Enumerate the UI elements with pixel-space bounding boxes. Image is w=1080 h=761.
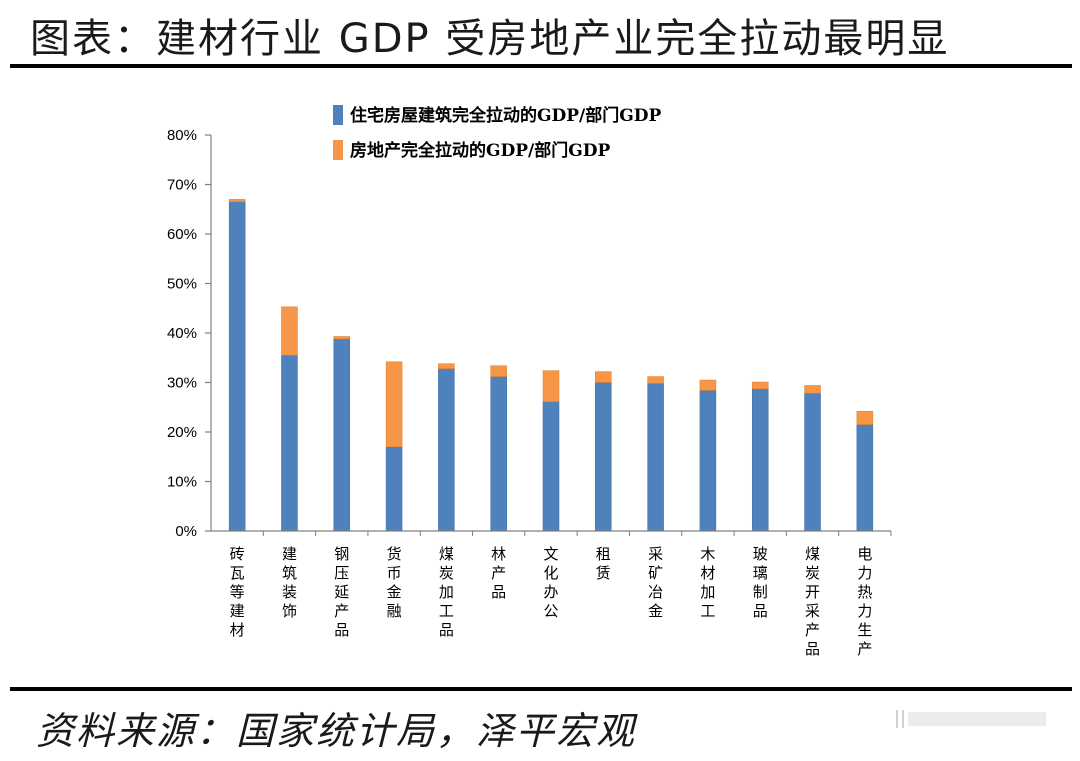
bar-residential xyxy=(804,393,821,532)
bar-residential xyxy=(647,383,664,532)
bar-residential xyxy=(228,201,246,532)
bar-real-estate xyxy=(751,381,769,390)
bar-real-estate xyxy=(699,379,717,391)
y-tick-label: 60% xyxy=(167,226,197,243)
y-tick-label: 30% xyxy=(167,375,197,392)
bar-residential xyxy=(385,446,403,532)
stacked-bar-chart: 住宅房屋建筑完全拉动的GDP/部门GDP 房地产完全拉动的GDP/部门GDP 0%… xyxy=(167,105,892,658)
bar-residential xyxy=(490,376,507,532)
x-tick-label: 林产品 xyxy=(491,545,506,601)
legend: 住宅房屋建筑完全拉动的GDP/部门GDP 房地产完全拉动的GDP/部门GDP xyxy=(333,105,662,161)
bar-real-estate xyxy=(228,199,246,203)
bar-real-estate xyxy=(595,371,612,383)
x-axis: 砖瓦等建材 建筑装饰 钢压延产品 货币金融 煤炭加工品 林产品 文化办公 租赁 采矿冶金 木材加工… xyxy=(211,530,892,658)
bar-residential xyxy=(751,388,769,532)
title-divider xyxy=(10,64,1072,68)
legend-label: 住宅房屋建筑完全拉动的GDP/部门GDP xyxy=(350,105,662,126)
source-note: 资料来源：国家统计局，泽平宏观 xyxy=(36,709,637,753)
y-axis: 0% 10% 20% 30% 40% 50% 60% 70% 80% xyxy=(167,127,212,540)
x-tick-label: 钢压延产品 xyxy=(334,545,349,639)
y-tick-label: 50% xyxy=(167,276,197,293)
bars xyxy=(228,199,874,532)
bar-real-estate xyxy=(385,361,403,448)
bar-real-estate xyxy=(804,385,821,394)
x-tick-label: 煤炭加工品 xyxy=(439,545,454,639)
y-tick-label: 70% xyxy=(167,177,197,194)
bar-real-estate xyxy=(438,363,455,369)
x-tick-label: 采矿冶金 xyxy=(648,545,663,620)
bar-residential xyxy=(856,424,874,532)
x-tick-label: 砖瓦等建材 xyxy=(230,545,245,639)
x-tick-label: 煤炭开采产品 xyxy=(805,545,820,658)
y-tick-label: 80% xyxy=(167,127,197,144)
footer-divider xyxy=(10,687,1072,691)
bar-residential xyxy=(281,355,298,532)
x-tick-label: 木材加工 xyxy=(700,545,715,620)
watermark-bars-icon xyxy=(896,710,1046,728)
x-tick-label: 租赁 xyxy=(596,545,611,582)
bar-real-estate xyxy=(490,365,507,377)
legend-label: 房地产完全拉动的GDP/部门GDP xyxy=(350,140,611,161)
y-tick-label: 40% xyxy=(167,325,197,342)
x-tick-label: 玻璃制品 xyxy=(753,545,768,620)
bar-residential xyxy=(333,338,351,532)
y-tick-label: 20% xyxy=(167,424,197,441)
page-title: 图表：建材行业 GDP 受房地产业完全拉动最明显 xyxy=(30,16,950,62)
bar-residential xyxy=(438,368,455,532)
x-tick-label: 文化办公 xyxy=(543,545,558,620)
bar-residential xyxy=(595,382,612,532)
legend-swatch xyxy=(333,105,343,125)
x-tick-label: 建筑装饰 xyxy=(282,545,297,620)
bar-real-estate xyxy=(333,336,351,340)
bar-residential xyxy=(542,401,560,532)
bar-real-estate xyxy=(281,306,298,356)
x-tick-label: 货币金融 xyxy=(387,545,402,620)
y-tick-label: 0% xyxy=(175,523,197,540)
bar-real-estate xyxy=(647,376,664,384)
x-tick-label: 电力热力生产 xyxy=(857,545,872,658)
y-tick-label: 10% xyxy=(167,474,197,491)
legend-swatch xyxy=(333,140,343,160)
bar-real-estate xyxy=(856,410,874,425)
bar-residential xyxy=(699,390,717,532)
bar-real-estate xyxy=(542,370,560,403)
